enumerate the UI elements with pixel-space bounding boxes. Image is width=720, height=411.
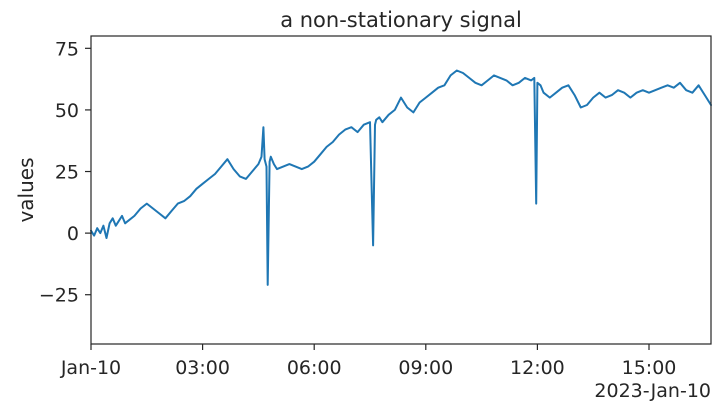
y-tick-label: 75 xyxy=(55,38,79,60)
series-line xyxy=(90,69,712,286)
x-tick-label: 06:00 xyxy=(287,357,342,379)
x-tick-label: 12:00 xyxy=(510,357,565,379)
y-tick-label: 0 xyxy=(67,223,79,245)
plot-area xyxy=(90,69,712,286)
x-tick-label: 15:00 xyxy=(622,357,677,379)
y-tick-label: 25 xyxy=(55,162,79,184)
x-tick-label: 09:00 xyxy=(398,357,453,379)
y-axis-ticks: −25 0 25 50 75 xyxy=(39,38,91,307)
y-axis-label: values xyxy=(14,157,38,222)
x-tick-label: 03:00 xyxy=(175,357,230,379)
y-tick-label: −25 xyxy=(39,285,79,307)
x-tick-label: Jan-10 xyxy=(60,357,121,379)
x-axis-ticks: Jan-10 03:00 06:00 09:00 12:00 15:00 xyxy=(60,344,677,379)
x-axis-date-offset-label: 2023-Jan-10 xyxy=(594,380,711,402)
y-tick-label: 50 xyxy=(55,100,79,122)
plot-frame xyxy=(90,35,712,345)
chart-title: a non-stationary signal xyxy=(280,8,522,32)
